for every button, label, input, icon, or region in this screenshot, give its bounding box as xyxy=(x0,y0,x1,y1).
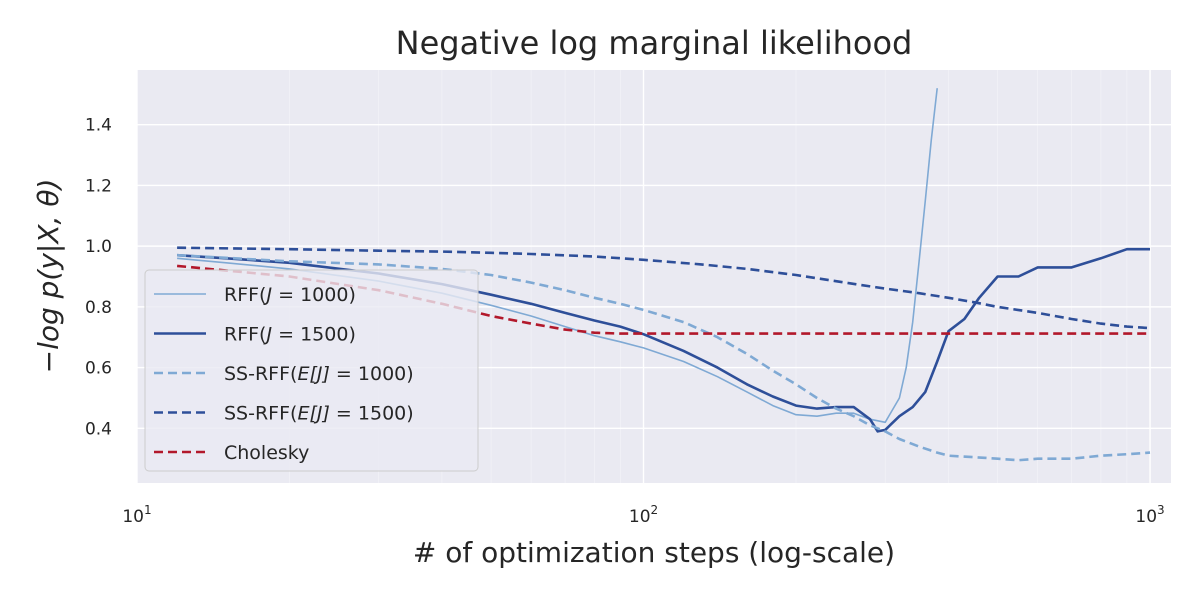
legend[interactable]: RFF(J = 1000) RFF(J = 1500) SS-RFF(E[J] = … xyxy=(144,269,479,472)
x-tick-label: 102 xyxy=(629,503,658,527)
legend-label[interactable]: Cholesky xyxy=(224,442,309,464)
series-line-4 xyxy=(177,246,1151,330)
axes: 101 102 103 0.4 0.6 0.8 1.0 1.2 1.4 xyxy=(85,116,1165,527)
chart-title: Negative log marginal likelihood xyxy=(396,24,913,62)
legend-box xyxy=(144,269,479,472)
y-tick-label: 1.2 xyxy=(85,176,112,196)
y-tick-label: 0.6 xyxy=(85,359,112,379)
x-tick-label: 101 xyxy=(122,503,151,527)
series-line-2 xyxy=(177,247,1150,433)
legend-label[interactable]: SS-RFF(E[J] = 1500) xyxy=(224,403,414,425)
y-tick-label: 1.4 xyxy=(85,116,112,136)
legend-label[interactable]: SS-RFF(E[J] = 1000) xyxy=(224,363,414,385)
legend-label[interactable]: RFF(J = 1000) xyxy=(224,284,356,306)
y-tick-label: 0.8 xyxy=(85,298,112,318)
y-tick-label: 0.4 xyxy=(85,419,112,439)
legend-label[interactable]: RFF(J = 1500) xyxy=(224,324,356,346)
x-axis-label: # of optimization steps (log-scale) xyxy=(413,536,895,569)
series-line-3 xyxy=(177,253,1151,462)
y-tick-label: 1.0 xyxy=(85,237,112,257)
y-axis-label: −log p(y|X, θ) xyxy=(32,179,65,374)
x-tick-label: 103 xyxy=(1135,503,1164,527)
